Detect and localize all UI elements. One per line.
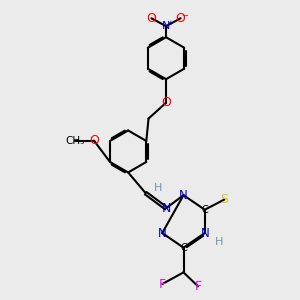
Text: CH₃: CH₃ [65, 136, 84, 146]
Text: F: F [159, 278, 166, 290]
Text: F: F [194, 280, 202, 293]
Text: N: N [179, 189, 188, 202]
Text: H: H [154, 183, 162, 193]
Text: O: O [89, 134, 99, 147]
Text: O: O [146, 12, 156, 25]
Text: −: − [181, 11, 188, 20]
Text: C: C [202, 205, 209, 215]
Text: C: C [180, 243, 187, 253]
Text: +: + [167, 20, 173, 26]
Text: N: N [162, 21, 170, 31]
Text: N: N [200, 226, 209, 239]
Text: S: S [220, 193, 228, 206]
Text: O: O [176, 12, 185, 25]
Text: N: N [158, 226, 167, 239]
Text: H: H [215, 237, 224, 247]
Text: O: O [161, 96, 171, 109]
Text: N: N [161, 202, 171, 215]
